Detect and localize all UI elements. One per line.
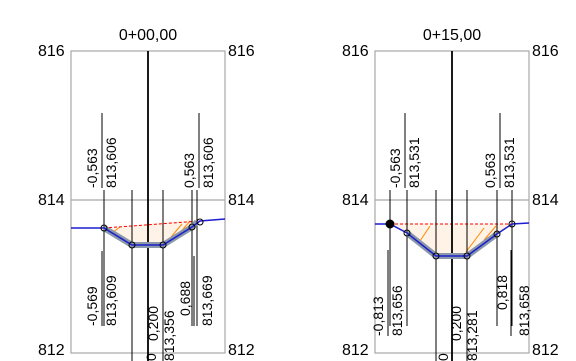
survey-point — [403, 229, 411, 237]
ground-right-elev: 813,658 — [516, 285, 532, 336]
elev-label-left-mid: 814 — [342, 192, 369, 209]
design-right-offset: 0,563 — [482, 153, 498, 188]
label-ground-right: 0,818 813,658 — [494, 250, 532, 336]
label-design-right: 0,563 813,606 — [181, 113, 216, 188]
label-center: 0 — [143, 353, 159, 361]
hatch-line — [465, 227, 485, 253]
label-center: 0 — [435, 353, 451, 361]
cross-section-2: 0+15,00 816 816 814 814 812 812 -0,563 — [342, 27, 559, 361]
center-offset: 0,200 — [448, 306, 464, 341]
design-right-elev: 813,606 — [200, 137, 216, 188]
ground-line — [71, 218, 226, 246]
survey-point — [196, 218, 204, 226]
elev-label-left-bottom: 812 — [38, 342, 65, 359]
design-left-elev: 813,606 — [103, 137, 119, 188]
station-label: 0+00,00 — [119, 27, 177, 44]
label-center-offset: 0,200 813,281 — [448, 306, 480, 361]
ground-left-elev: 813,656 — [389, 285, 405, 336]
ground-right-offset: 0,688 — [177, 281, 193, 316]
label-ground-left: -0,813 813,656 — [370, 250, 405, 336]
label-design-right: 0,563 813,531 — [482, 113, 517, 188]
elev-label-right-top: 816 — [532, 43, 559, 60]
station-label: 0+15,00 — [423, 27, 481, 44]
elev-label-left-top: 816 — [38, 43, 65, 60]
label-ground-right: 0,688 813,669 — [177, 256, 215, 326]
design-left-offset: -0,563 — [387, 148, 403, 188]
cross-section-1: 0+00,00 816 816 814 814 812 812 — [38, 27, 255, 361]
label-design-left: -0,563 813,531 — [387, 113, 422, 188]
design-right-elev: 813,531 — [501, 137, 517, 188]
design-left-offset: -0,563 — [84, 148, 100, 188]
survey-point — [463, 252, 471, 260]
elev-label-left-top: 816 — [342, 43, 369, 60]
elev-label-right-bottom: 812 — [532, 342, 559, 359]
survey-point — [385, 219, 395, 229]
bottom-right-elev: 813,356 — [161, 310, 177, 361]
survey-point — [159, 241, 167, 249]
center-elev: 0 — [435, 353, 451, 361]
ground-left-elev: 813,609 — [103, 275, 119, 326]
label-design-left: -0,563 813,606 — [84, 113, 119, 188]
hatch-line — [483, 225, 497, 241]
elev-label-right-mid: 814 — [532, 192, 559, 209]
center-offset: 0,200 — [145, 306, 161, 341]
design-right-offset: 0,563 — [181, 153, 197, 188]
elev-label-right-mid: 814 — [228, 192, 255, 209]
ground-right-offset: 0,818 — [494, 275, 510, 310]
survey-point — [432, 252, 440, 260]
survey-point — [508, 220, 516, 228]
bottom-right-elev: 813,281 — [464, 310, 480, 361]
ground-right-elev: 813,669 — [199, 275, 215, 326]
elev-label-right-top: 816 — [228, 43, 255, 60]
center-elev: 0 — [143, 353, 159, 361]
elev-label-left-mid: 814 — [38, 192, 65, 209]
label-ground-left: -0,569 813,609 — [84, 251, 119, 326]
label-center-offset: 0,200 813,356 — [145, 306, 177, 361]
ground-left-offset: -0,569 — [84, 286, 100, 326]
elev-label-left-bottom: 812 — [342, 342, 369, 359]
ground-left-offset: -0,813 — [370, 296, 386, 336]
survey-point — [493, 230, 501, 238]
design-top-line — [103, 220, 201, 229]
cut-area — [388, 223, 510, 256]
elev-label-right-bottom: 812 — [228, 342, 255, 359]
survey-point — [128, 241, 136, 249]
survey-point — [188, 223, 196, 231]
design-left-elev: 813,531 — [406, 137, 422, 188]
survey-point — [100, 224, 108, 232]
